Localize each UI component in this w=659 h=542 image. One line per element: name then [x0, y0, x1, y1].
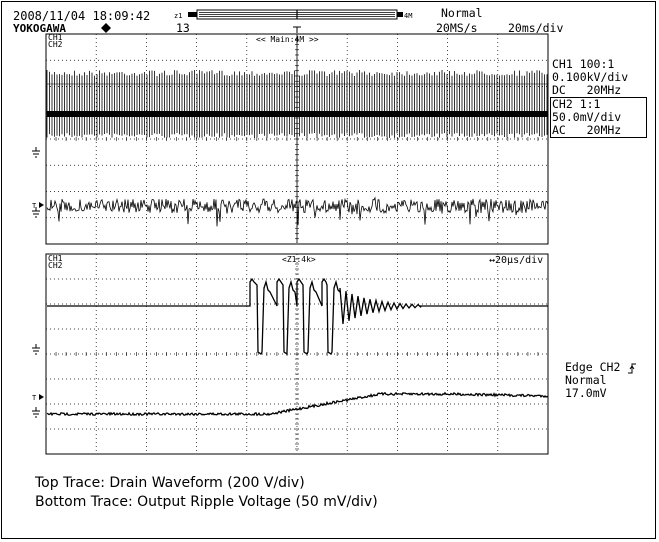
trigger-mode: Normal	[565, 373, 607, 387]
main-ch1-label: CH1	[48, 33, 63, 42]
ch1-scale: 0.100kV/div	[552, 70, 629, 84]
main-ch2-label: CH2	[48, 40, 63, 49]
zoom-timebase: ↔20µs/div	[489, 255, 544, 266]
caption-line-1: Top Trace: Drain Waveform (200 V/div)	[35, 475, 305, 491]
datetime: 2008/11/04 18:09:42	[13, 9, 151, 23]
main-panel-title: << Main:4M >>	[256, 35, 319, 44]
main-drain-waveform	[46, 70, 548, 138]
ch2-settings-box: CH2 1:1 50.0mV/div AC 20MHz	[550, 97, 647, 138]
ch2-coupling: AC 20MHz	[552, 123, 622, 137]
ch2-probe: CH2 1:1	[552, 97, 601, 111]
diamond-icon	[101, 23, 111, 33]
trigger-position-marker	[293, 26, 301, 33]
sample-rate: 20MS/s	[436, 21, 478, 35]
rising-edge-icon	[628, 363, 636, 374]
ch1-coupling: DC 20MHz	[552, 83, 622, 97]
zoom-panel-title: <Z1:4k>	[282, 255, 316, 264]
acquisition-mode: Normal	[441, 6, 483, 20]
zoom-drain-waveform	[47, 277, 548, 356]
zoom-left-tag: z1	[174, 12, 183, 20]
trigger-source: Edge CH2	[565, 360, 621, 374]
ground-marker-icons	[32, 147, 40, 418]
zoom-position-bar	[188, 9, 403, 20]
zoom-ch2-label: CH2	[48, 261, 63, 270]
caption-line-2: Bottom Trace: Output Ripple Voltage (50 …	[35, 494, 378, 510]
zoom-right-tag: 4M	[404, 12, 413, 20]
brand-logo: YOKOGAWA	[13, 22, 66, 35]
timebase: 20ms/div	[508, 21, 564, 35]
trigger-level-markers: T T	[32, 202, 44, 402]
ch1-probe: CH1 100:1	[552, 57, 615, 71]
svg-text:T: T	[32, 202, 37, 210]
zoom-graticule	[45, 253, 549, 455]
zoom-ripple-waveform	[46, 391, 549, 417]
main-ripple-waveform	[46, 196, 549, 227]
channel-settings-panel: CH1 100:1 0.100kV/div DC 20MHz CH2 1:1 5…	[550, 57, 647, 138]
acquisition-count: 13	[176, 21, 190, 35]
trigger-level: 17.0mV	[565, 386, 607, 400]
ch2-scale: 50.0mV/div	[552, 110, 622, 124]
svg-text:T: T	[32, 394, 37, 402]
zoom-ch1-label: CH1	[48, 254, 63, 263]
